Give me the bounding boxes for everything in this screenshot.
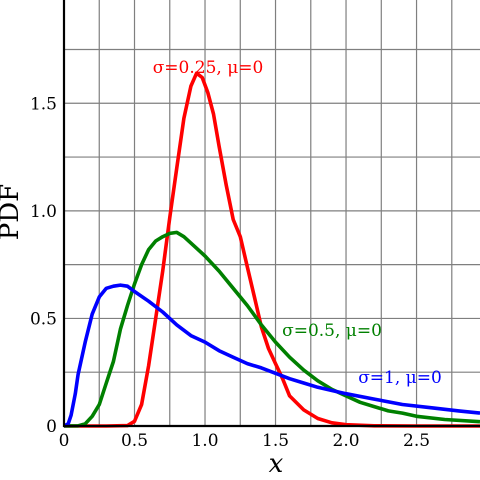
series-label-blue: σ=1, μ=0 <box>358 368 442 388</box>
series-label-red: σ=0.25, μ=0 <box>153 58 264 78</box>
x-tick-label: 0 <box>59 431 70 451</box>
series-label-green: σ=0.5, μ=0 <box>282 321 382 341</box>
y-tick-labels: 0 0.5 1.0 1.5 <box>30 94 57 437</box>
series-line-2 <box>63 283 480 428</box>
y-tick-label: 0 <box>46 417 57 437</box>
y-tick-label: 0.5 <box>30 309 57 329</box>
grid <box>64 0 480 426</box>
y-tick-label: 1.0 <box>30 202 57 222</box>
x-axis-title: x <box>269 449 284 479</box>
y-tick-label: 1.5 <box>30 94 57 114</box>
x-tick-label: 1.0 <box>191 431 218 451</box>
x-tick-labels: 0 0.5 1.0 1.5 2.0 2.5 <box>59 431 430 451</box>
curves <box>63 71 480 428</box>
x-tick-label: 2.5 <box>403 431 430 451</box>
series-line-0 <box>64 71 480 428</box>
x-tick-label: 1.5 <box>262 431 289 451</box>
series-line-1 <box>63 230 480 428</box>
x-tick-label: 0.5 <box>121 431 148 451</box>
y-axis-title: PDF <box>0 184 25 240</box>
x-tick-label: 2.0 <box>333 431 360 451</box>
axes <box>62 0 480 428</box>
